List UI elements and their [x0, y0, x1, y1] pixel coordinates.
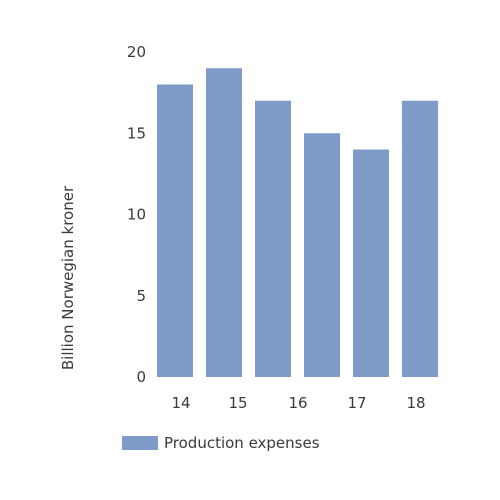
- x-tick-label: 18: [406, 394, 425, 412]
- y-axis-ticks: 0 5 10 15 20: [127, 43, 146, 386]
- bar-18: [402, 100, 438, 377]
- bar-17: [304, 133, 340, 377]
- y-tick-label: 5: [136, 287, 146, 305]
- bars: [157, 68, 438, 377]
- x-axis-ticks: 14 15 16 17 18: [171, 394, 425, 412]
- y-tick-label: 20: [127, 43, 146, 61]
- bar-17b: [353, 149, 389, 377]
- x-tick-label: 14: [171, 394, 190, 412]
- x-tick-label: 15: [228, 394, 247, 412]
- bar-15: [206, 68, 242, 377]
- bar-16: [255, 100, 291, 377]
- y-tick-label: 0: [136, 368, 146, 386]
- y-tick-label: 15: [127, 124, 146, 142]
- x-tick-label: 17: [347, 394, 366, 412]
- legend-label: Production expenses: [164, 434, 320, 452]
- y-tick-label: 10: [127, 206, 146, 224]
- y-axis-label: Billion Norwegian kroner: [59, 185, 77, 370]
- legend-swatch: [122, 436, 158, 450]
- bar-14: [157, 84, 193, 377]
- x-tick-label: 16: [288, 394, 307, 412]
